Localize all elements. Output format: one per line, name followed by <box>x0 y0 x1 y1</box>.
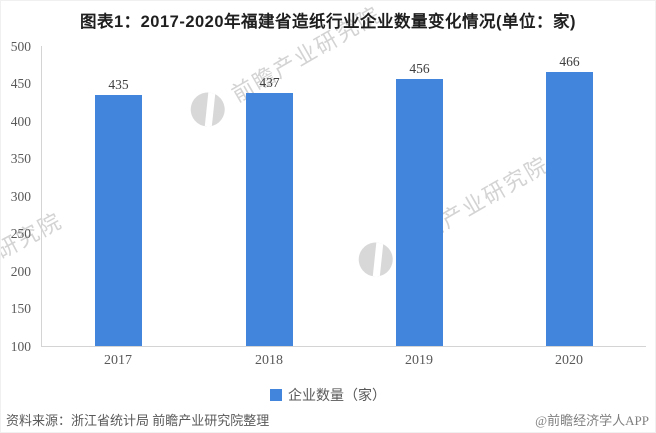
chart-title: 图表1：2017-2020年福建省造纸行业企业数量变化情况(单位：家) <box>79 13 577 31</box>
y-axis-tick: 450 <box>10 76 31 91</box>
source-note: 资料来源：浙江省统计局 前瞻产业研究院整理 <box>6 413 270 428</box>
y-axis-tick: 200 <box>10 263 31 279</box>
bar-group-2017: 435 <box>95 46 142 346</box>
bar-value-label: 435 <box>108 76 129 92</box>
legend: 企业数量（家） <box>1 385 655 405</box>
bar-2018 <box>246 93 293 346</box>
y-axis-tick: 500 <box>10 38 31 54</box>
legend-marker-icon <box>270 389 282 401</box>
bar-2020 <box>546 71 593 346</box>
bar-value-label: 456 <box>409 61 430 76</box>
y-axis-tick: 300 <box>10 188 31 204</box>
credit-note: @前瞻经济学人APP <box>535 413 649 428</box>
plot-area: 435 437 456 466 <box>41 46 646 347</box>
bar-group-2020: 466 <box>546 46 593 346</box>
x-axis-label: 2019 <box>405 353 433 368</box>
bar-value-label: 466 <box>559 53 580 69</box>
bar-value-label: 437 <box>259 75 280 91</box>
legend-label: 企业数量（家） <box>288 389 386 404</box>
y-axis-tick: 100 <box>10 338 31 354</box>
bar-2019 <box>396 79 443 346</box>
x-axis-label: 2018 <box>255 353 283 368</box>
y-axis-tick: 250 <box>10 226 31 241</box>
y-axis-tick: 350 <box>10 151 31 166</box>
x-axis-label: 2017 <box>104 353 132 368</box>
y-axis-tick: 400 <box>10 113 31 129</box>
bar-group-2018: 437 <box>246 46 293 346</box>
bar-group-2019: 456 <box>396 46 443 346</box>
bar-2017 <box>95 94 142 346</box>
x-axis-label: 2020 <box>555 353 583 368</box>
y-axis-tick: 150 <box>10 301 31 316</box>
